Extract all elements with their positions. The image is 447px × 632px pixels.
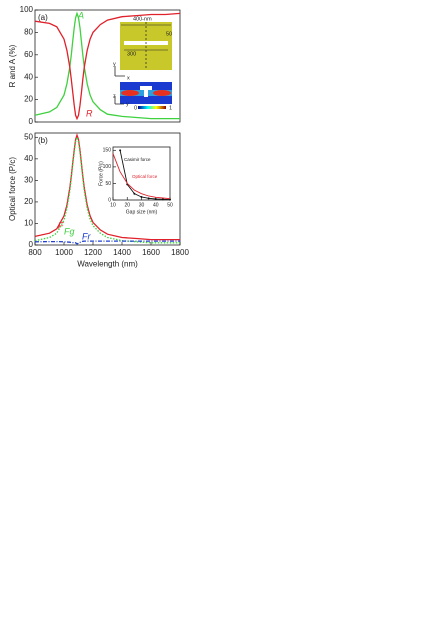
series-point bbox=[140, 196, 143, 199]
y-axis-label: Force (P/c) bbox=[98, 161, 104, 186]
axis-arrows bbox=[114, 66, 125, 77]
y-tick-label: 50 bbox=[24, 132, 33, 141]
y-axis-label: R and A (%) bbox=[8, 44, 17, 87]
plot-frame bbox=[34, 9, 181, 123]
y-tick-label: 30 bbox=[24, 175, 33, 184]
series-point bbox=[133, 192, 136, 195]
y-tick-label: 0 bbox=[108, 197, 111, 203]
series-label: F bbox=[58, 220, 64, 230]
series-line bbox=[34, 11, 180, 120]
x-tick-label: 1600 bbox=[142, 248, 160, 257]
series-label: Fr bbox=[82, 231, 91, 241]
inset-label: x bbox=[127, 75, 130, 81]
plot-frame bbox=[34, 132, 181, 246]
colorbar bbox=[138, 106, 166, 109]
y-tick-label: 0 bbox=[29, 240, 34, 249]
x-axis-label: Wavelength (nm) bbox=[77, 259, 138, 268]
x-tick-label: 1200 bbox=[84, 248, 102, 257]
y-tick-label: 40 bbox=[24, 72, 33, 81]
x-tick-label: 1000 bbox=[55, 248, 73, 257]
field-hotspot bbox=[153, 90, 171, 96]
inset-label: 400-nm bbox=[133, 16, 152, 22]
series-line bbox=[34, 135, 180, 244]
inset-label: 300 bbox=[127, 51, 136, 57]
series-line bbox=[119, 150, 171, 201]
x-tick-label: 1800 bbox=[171, 248, 189, 257]
series-label: Fg bbox=[64, 226, 75, 236]
y-tick-label: 20 bbox=[24, 95, 33, 104]
x-axis-label: Gap size (nm) bbox=[126, 209, 158, 215]
inset-label: 0 bbox=[134, 105, 137, 111]
x-tick-label: 800 bbox=[28, 248, 42, 257]
x-tick-label: 50 bbox=[167, 202, 173, 208]
y-tick-label: 20 bbox=[24, 197, 33, 206]
series-line bbox=[112, 153, 171, 200]
panel-label: (b) bbox=[38, 136, 48, 145]
y-tick-label: 100 bbox=[20, 5, 34, 14]
field-hotspot bbox=[121, 90, 139, 96]
x-tick-label: 1400 bbox=[113, 248, 131, 257]
axis-arrows bbox=[114, 96, 124, 105]
series-point bbox=[161, 198, 164, 201]
series-label: Optical force bbox=[132, 174, 158, 179]
inset-label: 50 bbox=[166, 31, 172, 37]
y-tick-label: 10 bbox=[24, 219, 33, 228]
series-label: Casimir force bbox=[124, 157, 151, 162]
panel-label: (a) bbox=[38, 13, 48, 22]
x-tick-label: 40 bbox=[153, 202, 159, 208]
series-point bbox=[119, 149, 122, 152]
y-tick-label: 60 bbox=[24, 50, 33, 59]
inset-label: y bbox=[113, 61, 116, 67]
inset-label: 1 bbox=[169, 105, 172, 111]
series-point bbox=[147, 197, 150, 200]
y-tick-label: 100 bbox=[103, 164, 112, 170]
y-tick-label: 150 bbox=[103, 148, 112, 154]
y-tick-label: 0 bbox=[29, 117, 34, 126]
y-axis-label: Optical force (P/c) bbox=[8, 157, 17, 221]
x-tick-label: 20 bbox=[124, 202, 130, 208]
series-line bbox=[34, 240, 180, 245]
inset-label: z bbox=[113, 93, 116, 99]
inset-label: y bbox=[126, 101, 129, 107]
series-label: R bbox=[86, 108, 93, 118]
y-tick-label: 50 bbox=[105, 181, 111, 187]
slab-section bbox=[144, 90, 148, 97]
y-tick-label: 80 bbox=[24, 28, 33, 37]
slab-section bbox=[140, 86, 152, 90]
series-label: A bbox=[77, 10, 84, 20]
series-line bbox=[34, 12, 181, 121]
x-tick-label: 10 bbox=[110, 202, 116, 208]
x-tick-label: 30 bbox=[139, 202, 145, 208]
series-point bbox=[154, 198, 157, 201]
y-tick-label: 40 bbox=[24, 154, 33, 163]
